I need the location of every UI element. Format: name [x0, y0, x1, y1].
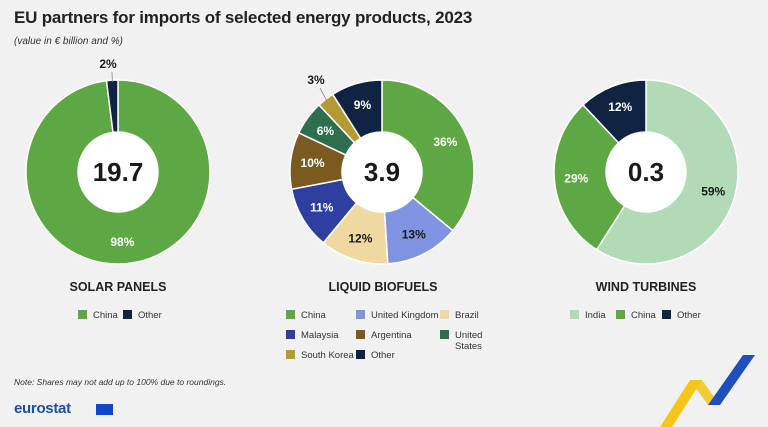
slice-label-other: 9%	[354, 98, 372, 112]
slice-label-brazil: 12%	[348, 232, 372, 246]
slice-label-china: 29%	[564, 172, 588, 186]
slice-label-china: 98%	[110, 235, 134, 249]
legend-swatch	[123, 310, 132, 319]
slice-india	[595, 79, 739, 265]
legend-item-argentina: Argentina	[356, 330, 412, 341]
legend-swatch	[356, 350, 365, 359]
slice-label-argentina: 10%	[301, 156, 325, 170]
legend-item-china: China	[78, 310, 118, 321]
legend-label: South Korea	[301, 350, 354, 361]
eu-flag-icon	[96, 404, 113, 415]
legend-swatch	[616, 310, 625, 319]
legend-label: Other	[371, 350, 395, 361]
legend-swatch	[356, 330, 365, 339]
eurostat-logo: eurostat	[14, 400, 71, 417]
slice-label-south-korea: 3%	[307, 73, 325, 87]
donut-center	[78, 132, 158, 212]
slice-label-malaysia: 11%	[310, 201, 334, 215]
legend-swatch	[570, 310, 579, 319]
legend-item-other: Other	[356, 350, 395, 361]
legend-swatch	[286, 310, 295, 319]
legend-swatch	[356, 310, 365, 319]
slice-label-china: 36%	[433, 135, 457, 149]
legend-swatch	[78, 310, 87, 319]
slice-label-united-states: 6%	[317, 124, 335, 138]
legend-label: United States	[455, 330, 483, 352]
legend-swatch	[662, 310, 671, 319]
liquid-biofuels-title: LIQUID BIOFUELS	[328, 280, 438, 294]
legend-label: China	[301, 310, 326, 321]
legend-item-united-kingdom: United Kingdom	[356, 310, 439, 321]
legend-label: Other	[138, 310, 162, 321]
legend-label: India	[585, 310, 606, 321]
legend-label: Malaysia	[301, 330, 339, 341]
center-value: 19.7	[93, 157, 144, 187]
decorative-chevron-icon	[660, 355, 755, 427]
legend-label: China	[631, 310, 656, 321]
legend-label: Brazil	[455, 310, 479, 321]
legend-swatch	[440, 330, 449, 339]
legend-label: Other	[677, 310, 701, 321]
legend-item-malaysia: Malaysia	[286, 330, 339, 341]
wind-turbines-donut: 59% 29% 12% 0.3	[553, 79, 739, 265]
solar-panels-title: SOLAR PANELS	[69, 280, 167, 294]
legend-item-brazil: Brazil	[440, 310, 479, 321]
legend-label: Argentina	[371, 330, 412, 341]
chart-subtitle: (value in € billion and %)	[14, 36, 123, 47]
footnote: Note: Shares may not add up to 100% due …	[14, 377, 227, 387]
slice-label-other: 12%	[608, 100, 632, 114]
slice-label-other: 2%	[99, 57, 117, 71]
leader-line	[319, 87, 328, 102]
legend-swatch	[286, 330, 295, 339]
legend-swatch	[286, 350, 295, 359]
legend-item-china: China	[616, 310, 656, 321]
solar-panels-donut: 98% 2% 19.7	[25, 57, 211, 265]
legend-label: United Kingdom	[371, 310, 439, 321]
legend-item-china: China	[286, 310, 326, 321]
slice-label-india: 59%	[701, 185, 725, 199]
legend-item-united-states: United States	[440, 330, 482, 352]
legend-item-other: Other	[662, 310, 701, 321]
legend-label: China	[93, 310, 118, 321]
slice-label-united-kingdom: 13%	[402, 227, 426, 241]
legend-item-south-korea: South Korea	[286, 350, 354, 361]
legend-item-other: Other	[123, 310, 162, 321]
liquid-biofuels-donut: 36% 13% 12% 11% 10% 6% 3% 9% 3.9	[289, 73, 475, 265]
donut-center	[342, 132, 422, 212]
wind-turbines-title: WIND TURBINES	[595, 280, 697, 294]
chart-title: EU partners for imports of selected ener…	[14, 8, 473, 27]
center-value: 0.3	[628, 157, 664, 187]
legend-swatch	[440, 310, 449, 319]
center-value: 3.9	[364, 157, 400, 187]
donut-center	[606, 132, 686, 212]
legend-item-india: India	[570, 310, 606, 321]
